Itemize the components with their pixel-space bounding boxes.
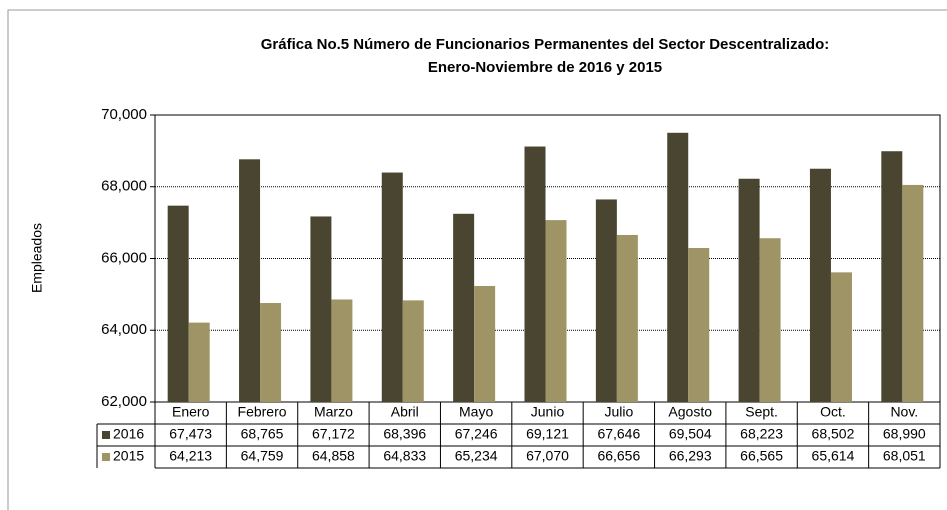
legend-label: 2015: [113, 448, 144, 464]
data-label: 67,070: [526, 448, 569, 464]
data-label: 65,234: [455, 448, 498, 464]
data-label: 64,213: [169, 448, 212, 464]
x-tick-label: Nov.: [890, 404, 918, 420]
x-tick-label: Sept.: [745, 404, 778, 420]
data-label: 68,765: [241, 426, 284, 442]
data-label: 68,502: [812, 426, 855, 442]
bar: [167, 205, 189, 402]
bar: [239, 159, 261, 402]
data-label: 67,473: [169, 426, 212, 442]
bar: [902, 184, 924, 402]
x-tick-label: Febrero: [238, 404, 287, 420]
x-tick-label: Julio: [604, 404, 633, 420]
y-axis-label: Empleados: [29, 223, 45, 293]
x-tick-label: Enero: [172, 404, 210, 420]
data-label: 69,121: [526, 426, 569, 442]
chart-title: Enero-Noviembre de 2016 y 2015: [428, 59, 662, 76]
y-tick-label: 70,000: [101, 106, 147, 123]
data-label: 68,396: [383, 426, 426, 442]
data-label: 66,565: [740, 448, 783, 464]
data-label: 67,172: [312, 426, 355, 442]
x-tick-label: Marzo: [314, 404, 353, 420]
bar: [453, 213, 475, 402]
bar: [524, 146, 546, 402]
bar: [667, 132, 689, 402]
x-tick-label: Agosto: [668, 404, 712, 420]
bar: [616, 234, 638, 402]
data-label: 65,614: [812, 448, 855, 464]
x-tick-label: Oct.: [820, 404, 846, 420]
legend-swatch: [102, 431, 110, 439]
y-tick-label: 66,000: [101, 249, 147, 266]
data-label: 64,759: [241, 448, 284, 464]
legend-swatch: [102, 453, 110, 461]
bar: [809, 168, 831, 402]
data-label: 66,293: [669, 448, 712, 464]
x-tick-label: Mayo: [459, 404, 493, 420]
bar: [402, 300, 424, 402]
bar: [545, 220, 567, 402]
y-tick-label: 64,000: [101, 321, 147, 338]
bar: [881, 151, 903, 402]
bar: [381, 172, 403, 402]
bar: [474, 285, 496, 402]
bar: [310, 216, 332, 402]
bar: [738, 178, 760, 402]
data-label: 64,833: [383, 448, 426, 464]
bar: [331, 299, 353, 402]
data-label: 64,858: [312, 448, 355, 464]
data-label: 67,646: [597, 426, 640, 442]
frame: [7, 9, 947, 510]
bar: [688, 247, 710, 402]
bar: [830, 272, 852, 402]
data-label: 68,223: [740, 426, 783, 442]
chart-title: Gráfica No.5 Número de Funcionarios Perm…: [261, 36, 830, 53]
bar: [188, 322, 210, 402]
legend-label: 2016: [113, 426, 144, 442]
data-label: 68,051: [883, 448, 926, 464]
y-tick-label: 62,000: [101, 393, 147, 410]
bar: [595, 199, 617, 402]
bar: [759, 238, 781, 402]
data-label: 67,246: [455, 426, 498, 442]
y-tick-label: 68,000: [101, 178, 147, 195]
data-label: 68,990: [883, 426, 926, 442]
data-label: 69,504: [669, 426, 712, 442]
data-label: 66,656: [597, 448, 640, 464]
x-tick-label: Junio: [531, 404, 565, 420]
x-tick-label: Abril: [391, 404, 419, 420]
bar: [260, 303, 282, 402]
